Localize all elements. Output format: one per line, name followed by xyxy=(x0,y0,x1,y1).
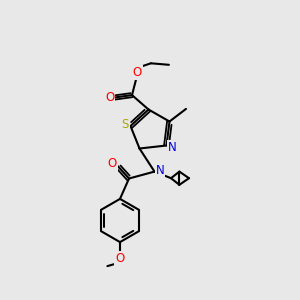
Text: N: N xyxy=(167,141,176,154)
Text: O: O xyxy=(116,252,124,266)
Text: N: N xyxy=(155,164,164,177)
Text: O: O xyxy=(108,157,117,170)
Text: O: O xyxy=(133,66,142,79)
Text: O: O xyxy=(105,91,114,104)
Text: S: S xyxy=(122,118,129,131)
